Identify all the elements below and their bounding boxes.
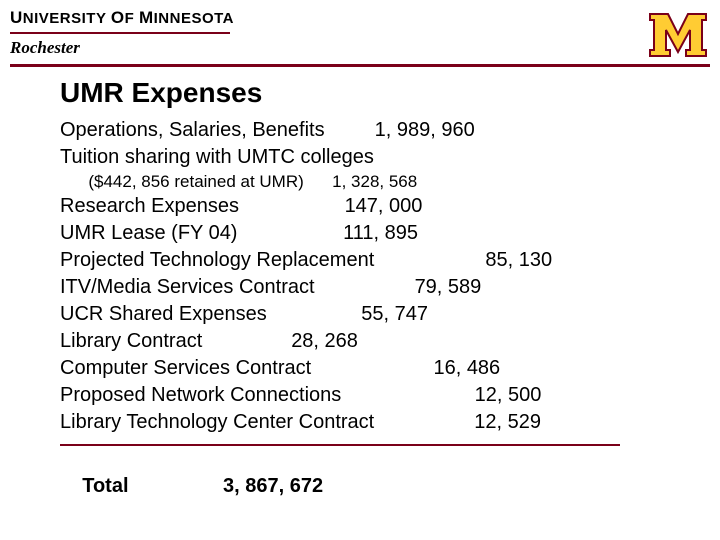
expense-row: Research Expenses 147, 000: [60, 193, 670, 220]
expense-value: 12, 529: [474, 411, 541, 433]
expense-label: Library Contract: [60, 330, 202, 352]
expense-label: Projected Technology Replacement: [60, 249, 374, 271]
expense-value: 55, 747: [361, 303, 428, 325]
expense-value: 111, 895: [343, 222, 418, 244]
total-row: Total 3, 867, 672: [60, 452, 670, 521]
expense-label: Computer Services Contract: [60, 357, 311, 379]
expense-value: 28, 268: [291, 330, 358, 352]
expense-label: Research Expenses: [60, 195, 239, 217]
expense-lines: Operations, Salaries, Benefits 1, 989, 9…: [60, 117, 670, 436]
expense-value: 147, 000: [345, 195, 423, 217]
expense-row: Library Technology Center Contract 12, 5…: [60, 409, 670, 436]
expense-row: Projected Technology Replacement 85, 130: [60, 247, 670, 274]
expense-row: Library Contract 28, 268: [60, 328, 670, 355]
expense-label: Library Technology Center Contract: [60, 411, 374, 433]
expense-value: 1, 989, 960: [375, 119, 475, 141]
expense-label: ($442, 856 retained at UMR): [60, 172, 304, 191]
full-rule: [10, 64, 710, 67]
expense-label: Tuition sharing with UMTC colleges: [60, 146, 374, 168]
slide-content: UMR Expenses Operations, Salaries, Benef…: [0, 67, 720, 521]
expense-row: Computer Services Contract 16, 486: [60, 355, 670, 382]
expense-row: ITV/Media Services Contract 79, 589: [60, 274, 670, 301]
university-logo-icon: [646, 4, 710, 68]
expense-row: UCR Shared Expenses 55, 747: [60, 301, 670, 328]
university-name: UNIVERSITY OF MINNESOTA: [10, 8, 710, 28]
expense-value: 16, 486: [433, 357, 500, 379]
short-rule: [10, 32, 230, 34]
expense-row: Tuition sharing with UMTC colleges: [60, 144, 670, 171]
slide-title: UMR Expenses: [60, 77, 670, 109]
total-label: Total: [82, 475, 128, 497]
expense-label: ITV/Media Services Contract: [60, 276, 315, 298]
expense-value: 1, 328, 568: [332, 172, 417, 191]
campus-name: Rochester: [10, 38, 710, 58]
expense-value: 79, 589: [415, 276, 482, 298]
expense-value: 12, 500: [475, 384, 542, 406]
expense-label: UCR Shared Expenses: [60, 303, 267, 325]
expense-row: ($442, 856 retained at UMR) 1, 328, 568: [60, 171, 670, 193]
expense-row: UMR Lease (FY 04) 111, 895: [60, 220, 670, 247]
total-rule: [60, 444, 620, 446]
total-value: 3, 867, 672: [223, 475, 323, 497]
expense-value: 85, 130: [485, 249, 552, 271]
expense-label: Proposed Network Connections: [60, 384, 341, 406]
expense-label: UMR Lease (FY 04): [60, 222, 237, 244]
slide-header: UNIVERSITY OF MINNESOTA Rochester: [0, 0, 720, 67]
expense-row: Operations, Salaries, Benefits 1, 989, 9…: [60, 117, 670, 144]
expense-label: Operations, Salaries, Benefits: [60, 119, 325, 141]
expense-row: Proposed Network Connections 12, 500: [60, 382, 670, 409]
